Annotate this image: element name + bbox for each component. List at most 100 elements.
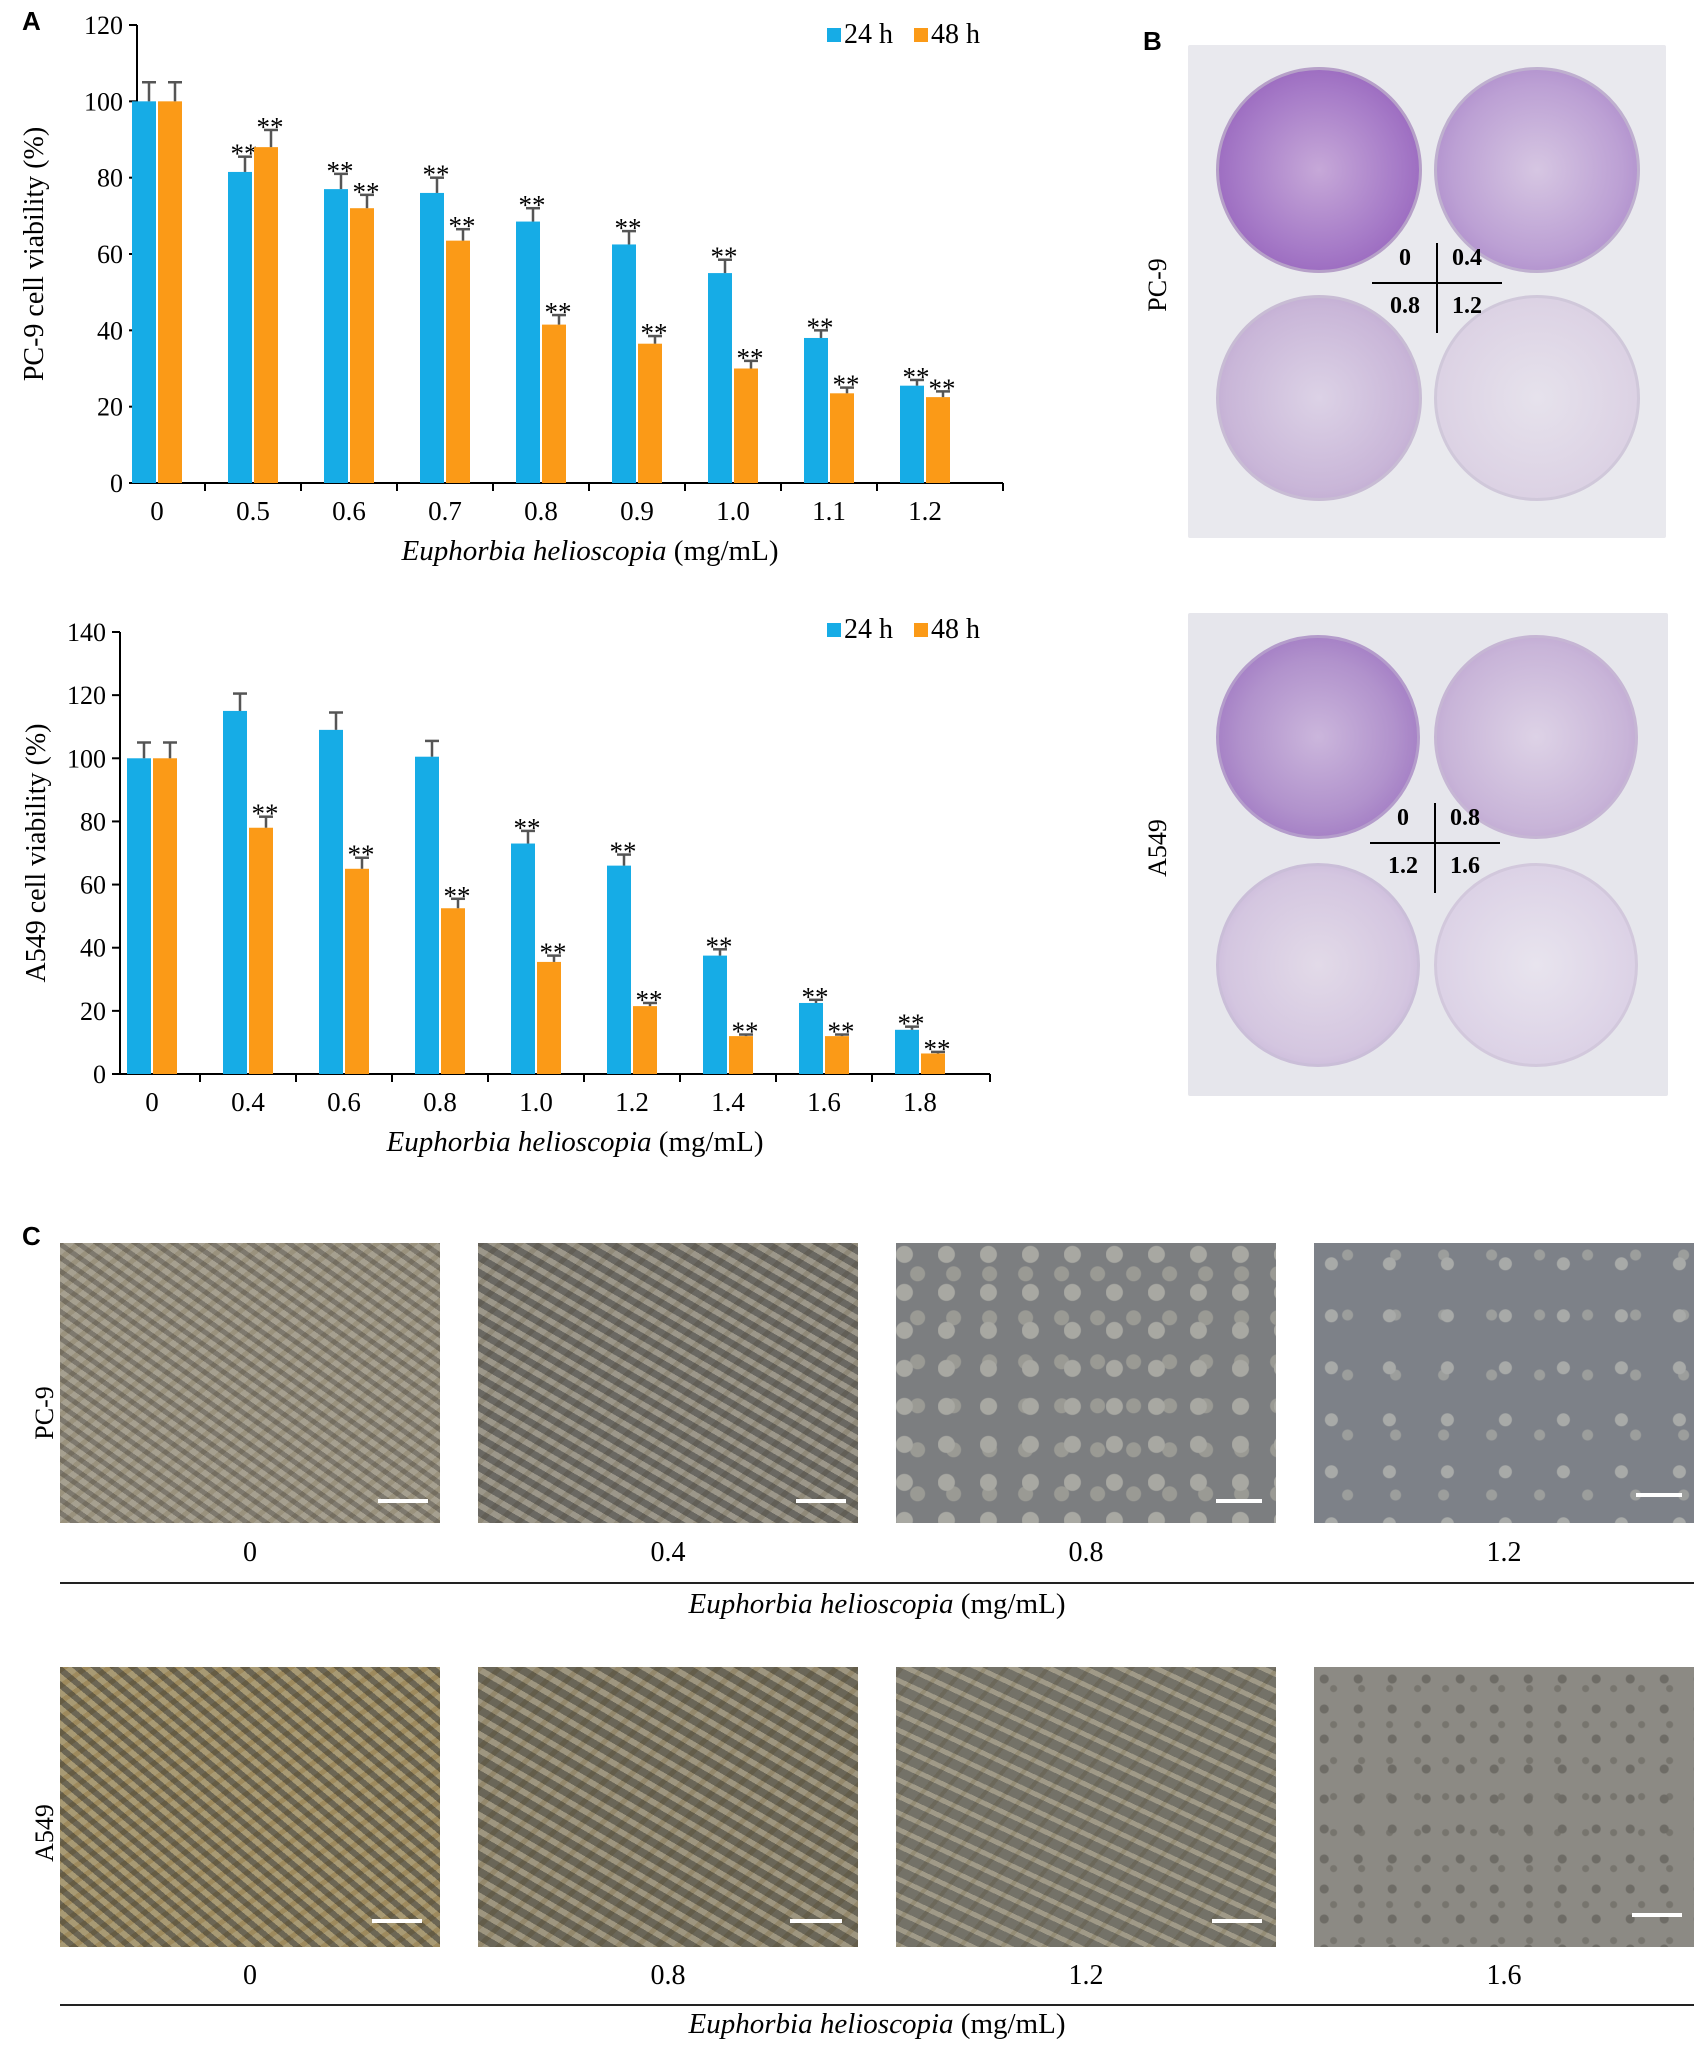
pc9-dose-0: 0 [1399, 245, 1411, 271]
bar [158, 101, 182, 483]
x-tick-label: 0.6 [327, 1087, 361, 1117]
bar [345, 868, 369, 1074]
significance-label: ** [903, 362, 930, 392]
significance-label: ** [252, 799, 279, 829]
bar [254, 147, 278, 483]
significance-label: ** [514, 813, 541, 843]
x-axis-label: Euphorbia helioscopia (mg/mL) [386, 1126, 764, 1158]
a549-dose-grid: 0 0.8 1.2 1.6 [1370, 803, 1500, 893]
legend-swatch [914, 623, 928, 637]
bar [830, 393, 854, 483]
caption-unit-a549: (mg/mL) [953, 2008, 1066, 2040]
bar [415, 756, 439, 1074]
significance-label: ** [348, 840, 375, 870]
significance-label: ** [449, 211, 476, 241]
micro-caption-pc9: Euphorbia helioscopia (mg/mL) [377, 1588, 1377, 1621]
bar [249, 827, 273, 1074]
significance-label: ** [924, 1034, 951, 1064]
x-tick-label: 0.8 [524, 496, 558, 526]
y-tick-label: 20 [80, 997, 106, 1026]
x-tick-label: 1.4 [711, 1087, 745, 1117]
micro-dose-a549-3: 1.6 [1486, 1960, 1522, 1991]
well-a549-16 [1434, 863, 1638, 1067]
x-tick-label: 1.1 [812, 496, 846, 526]
significance-label: ** [802, 982, 829, 1012]
significance-label: ** [444, 881, 471, 911]
x-tick-label: 1.8 [903, 1087, 937, 1117]
significance-label: ** [732, 1017, 759, 1047]
bar [511, 843, 535, 1074]
significance-label: ** [807, 312, 834, 342]
y-tick-label: 60 [97, 240, 123, 269]
micro-label-a549: A549 [30, 1804, 59, 1862]
pc9-viability-chart: 0 20 40 60 80 100 120 PC-9 cell viability (%) 0 0… [19, 11, 1004, 567]
x-tick-label: 0.8 [423, 1087, 457, 1117]
x-axis-label-species: Euphorbia helioscopia [401, 535, 667, 567]
bar [921, 1053, 945, 1074]
significance-label: ** [737, 343, 764, 373]
y-tick-label: 80 [97, 164, 123, 193]
y-tick-label: 120 [67, 681, 106, 710]
legend-label: 24 h [844, 19, 893, 50]
x-tick-label: 1.0 [519, 1087, 553, 1117]
bar [708, 273, 732, 483]
significance-label: ** [711, 242, 738, 272]
bar [799, 1002, 823, 1074]
plate-label-a549: A549 [1143, 819, 1172, 877]
bar [729, 1036, 753, 1074]
micro-a549-08 [478, 1667, 858, 1947]
pc9-colony-plate [1188, 45, 1666, 538]
well-pc9-04 [1434, 67, 1640, 273]
bar [319, 729, 343, 1074]
plate-label-pc9: PC-9 [1143, 258, 1172, 312]
y-axis-label: PC-9 cell viability (%) [19, 127, 50, 381]
divider-pc9 [60, 1582, 1694, 1584]
y-tick-label: 40 [97, 316, 123, 345]
legend-swatch [914, 28, 928, 42]
y-tick-label: 0 [93, 1060, 106, 1089]
bar [825, 1036, 849, 1074]
significance-label: ** [327, 156, 354, 186]
well-a549-0 [1216, 635, 1420, 839]
y-tick-label: 100 [84, 87, 123, 116]
micro-dose-pc9-2: 0.8 [1068, 1537, 1104, 1568]
significance-label: ** [898, 1009, 925, 1039]
significance-label: ** [610, 837, 637, 867]
bar [441, 908, 465, 1074]
significance-label: ** [615, 213, 642, 243]
y-tick-label: 0 [110, 469, 123, 498]
bar [324, 189, 348, 483]
bar [228, 171, 252, 484]
a549-dose-0: 0 [1397, 805, 1409, 831]
panel-label-c: C [22, 1221, 41, 1251]
micro-pc9-08 [896, 1243, 1276, 1523]
x-tick-label: 0.7 [428, 496, 462, 526]
a549-dose-3: 1.6 [1450, 853, 1480, 879]
micro-dose-a549-1: 0.8 [650, 1960, 686, 1991]
caption-unit-pc9: (mg/mL) [953, 1588, 1066, 1620]
legend-label: 48 h [931, 19, 980, 50]
caption-species-a549: Euphorbia helioscopia [688, 2008, 954, 2040]
y-tick-label: 20 [97, 393, 123, 422]
legend-label: 48 h [931, 614, 980, 645]
bar [516, 221, 540, 483]
significance-label: ** [706, 931, 733, 961]
bar [703, 955, 727, 1074]
y-axis-label: A549 cell viability (%) [21, 724, 52, 983]
y-tick-label: 120 [84, 11, 123, 40]
x-tick-label: 1.6 [807, 1087, 841, 1117]
significance-label: ** [231, 139, 258, 169]
bar [612, 244, 636, 483]
micro-pc9-04 [478, 1243, 858, 1523]
bar [446, 240, 470, 483]
significance-label: ** [833, 370, 860, 400]
bar [350, 208, 374, 483]
a549-dose-2: 1.2 [1388, 853, 1418, 879]
micro-dose-pc9-0: 0 [243, 1537, 257, 1568]
y-tick-label: 140 [67, 618, 106, 647]
bar [420, 192, 444, 483]
bar [900, 385, 924, 483]
x-tick-label: 0 [145, 1087, 159, 1117]
well-pc9-08 [1216, 295, 1422, 501]
y-tick-label: 80 [80, 807, 106, 836]
